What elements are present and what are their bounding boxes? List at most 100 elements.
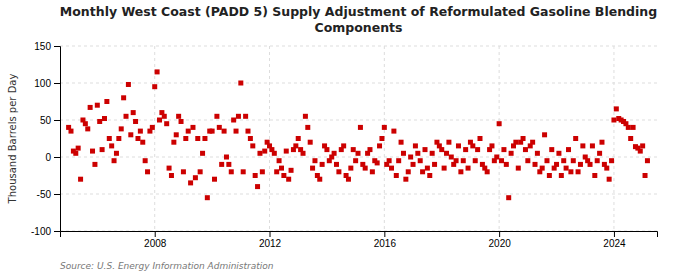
point — [238, 81, 243, 86]
point — [186, 129, 191, 134]
point — [509, 151, 514, 156]
point — [332, 151, 337, 156]
point — [456, 143, 461, 148]
point — [377, 143, 382, 148]
y-tick: -50 — [37, 189, 60, 200]
point — [580, 143, 585, 148]
point — [68, 129, 73, 134]
point — [473, 158, 478, 163]
point — [540, 166, 545, 171]
point — [427, 173, 432, 178]
point — [164, 121, 169, 126]
point — [513, 140, 518, 145]
chart-container: 20082012201620202024-100-50050100150Mont… — [0, 0, 675, 275]
x-tick-label: 2016 — [374, 238, 397, 249]
point — [179, 119, 184, 124]
point — [458, 169, 463, 174]
point — [599, 140, 604, 145]
x-tick-mark — [155, 231, 156, 237]
x-axis: 20082012201620202024 — [61, 231, 658, 249]
point — [116, 136, 121, 141]
point — [167, 166, 172, 171]
point — [124, 114, 129, 119]
point — [590, 143, 595, 148]
point — [198, 169, 203, 174]
point — [336, 169, 341, 174]
point — [449, 155, 454, 160]
y-axis-line — [54, 47, 61, 232]
x-tick-mark — [499, 231, 500, 237]
point — [293, 143, 298, 148]
point — [202, 136, 207, 141]
point — [578, 162, 583, 167]
x-tick: 2012 — [259, 231, 282, 249]
point — [305, 125, 310, 130]
point — [643, 173, 648, 178]
point — [341, 143, 346, 148]
point — [312, 158, 317, 163]
point — [535, 151, 540, 156]
point — [568, 169, 573, 174]
y-tick-label: 150 — [34, 41, 51, 52]
point — [523, 147, 528, 152]
point — [145, 169, 150, 174]
title-line: Monthly West Coast (PADD 5) Supply Adjus… — [60, 4, 657, 19]
point — [466, 166, 471, 171]
point — [92, 162, 97, 167]
point — [183, 136, 188, 141]
point — [236, 114, 241, 119]
point — [155, 69, 160, 74]
point — [214, 114, 219, 119]
point — [188, 180, 193, 185]
y-tick: 100 — [34, 78, 60, 89]
y-tick: 50 — [40, 115, 60, 126]
title-line: Components — [314, 20, 402, 35]
point — [143, 158, 148, 163]
y-tick-label: 50 — [40, 115, 52, 126]
x-tick-label: 2012 — [259, 238, 282, 249]
point — [351, 147, 356, 152]
point — [200, 151, 205, 156]
point — [212, 177, 217, 182]
point — [556, 151, 561, 156]
point — [358, 125, 363, 130]
point — [363, 166, 368, 171]
point — [571, 158, 576, 163]
point — [135, 136, 140, 141]
point — [317, 177, 322, 182]
x-tick-mark — [614, 231, 615, 237]
point — [253, 173, 258, 178]
point — [461, 158, 466, 163]
point — [195, 136, 200, 141]
point — [475, 147, 480, 152]
point — [592, 173, 597, 178]
point — [576, 169, 581, 174]
grid-line-x — [269, 46, 270, 231]
point — [611, 118, 616, 123]
point — [638, 149, 643, 154]
point — [454, 158, 459, 163]
point — [497, 121, 502, 126]
point — [396, 158, 401, 163]
y-tick: 0 — [45, 152, 60, 163]
point — [296, 136, 301, 141]
point — [501, 147, 506, 152]
x-tick: 2020 — [489, 231, 512, 249]
point — [284, 149, 289, 154]
point — [547, 173, 552, 178]
point — [310, 166, 315, 171]
y-tick-mark — [54, 83, 60, 84]
point — [205, 195, 210, 200]
point — [76, 146, 81, 151]
y-tick-mark — [54, 231, 60, 232]
point — [279, 166, 284, 171]
point — [640, 143, 645, 148]
point — [102, 116, 107, 121]
point — [499, 158, 504, 163]
point — [90, 149, 95, 154]
point — [97, 119, 102, 124]
point — [83, 121, 88, 126]
y-tick-mark — [54, 46, 60, 47]
point — [171, 140, 176, 145]
y-tick-label: -50 — [37, 189, 52, 200]
